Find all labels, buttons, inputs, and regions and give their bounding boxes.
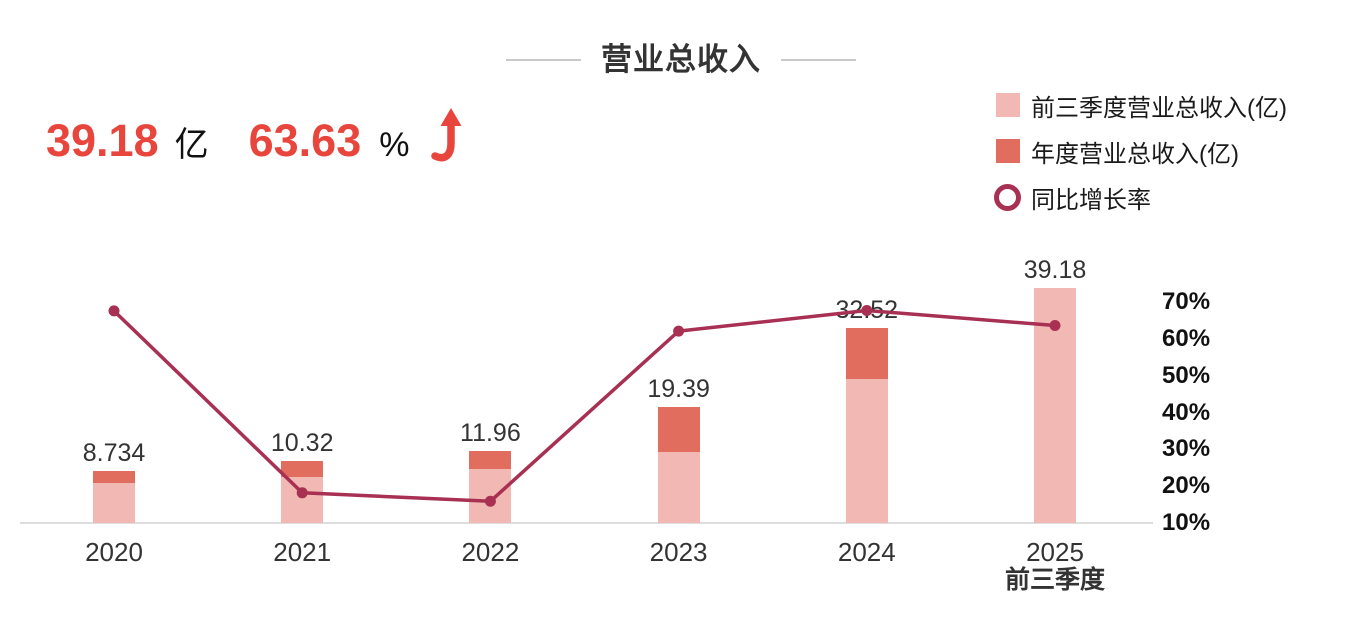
bar-segment-annual: [281, 461, 324, 477]
square-swatch-icon: [995, 93, 1020, 117]
kpi-growth-unit: %: [379, 126, 410, 164]
right-axis-tick: 10%: [1162, 509, 1211, 536]
legend-label: 同比增长率: [1031, 186, 1151, 214]
ring-icon: [994, 183, 1021, 211]
page-title: 营业总收入: [601, 42, 761, 77]
right-axis-tick: 60%: [1162, 324, 1211, 352]
bar-value-label: 10.32: [270, 429, 334, 458]
growth-line: [112, 308, 1056, 504]
x-axis-label: 2024: [837, 537, 896, 567]
bar-segment-annual: [469, 451, 512, 469]
right-axis-tick: 40%: [1162, 398, 1211, 426]
legend-swatch-icon: [994, 92, 1021, 119]
kpi-summary: 39.18 亿 63.63 %: [46, 100, 462, 167]
bar-value-label: 11.96: [460, 419, 521, 448]
legend-label: 前三季度营业总收入(亿): [1031, 94, 1287, 122]
legend-item: 年度营业总收入(亿): [994, 138, 1287, 168]
bar-segment-q3: [657, 452, 700, 523]
x-axis-label: 2020: [85, 537, 143, 567]
chart-header: 营业总收入: [0, 34, 1362, 79]
bar-segment-q3: [93, 482, 135, 523]
title-rule-right: [781, 58, 856, 61]
bar-value-label: 39.18: [1023, 255, 1087, 284]
bar-segment-q3: [281, 476, 324, 523]
x-axis-line: [20, 522, 1153, 524]
bar-segment-annual: [93, 470, 135, 483]
right-axis-tick: 20%: [1162, 472, 1211, 500]
kpi-growth-value: 63.63: [248, 115, 362, 166]
x-axis-label: 2025: [1026, 537, 1084, 567]
x-axis-label: 2022: [461, 537, 520, 567]
legend-label: 年度营业总收入(亿): [1031, 140, 1239, 168]
x-axis-sublabel: 前三季度: [1004, 566, 1105, 594]
legend-swatch-icon: [994, 138, 1021, 165]
growth-line-dot: [108, 305, 120, 317]
right-axis-tick: 70%: [1162, 288, 1211, 316]
right-axis-tick: 30%: [1162, 435, 1211, 463]
title-rule-left: [506, 58, 581, 61]
right-axis-tick: 50%: [1162, 361, 1211, 389]
x-axis-label: 2021: [273, 537, 332, 567]
x-axis-label: 2023: [649, 537, 708, 567]
legend-ring-icon: [994, 183, 1021, 211]
bar-segment-q3: [845, 379, 888, 523]
bar-value-label: 8.734: [82, 438, 146, 467]
up-arrow-icon: [429, 106, 462, 167]
kpi-revenue-unit: 亿: [174, 126, 209, 164]
bar-segment-annual: [657, 406, 700, 453]
legend-item: 同比增长率: [994, 183, 1287, 214]
kpi-revenue-value: 39.18: [46, 115, 159, 166]
legend-item: 前三季度营业总收入(亿): [994, 92, 1287, 122]
square-swatch-icon: [995, 139, 1020, 163]
legend: 前三季度营业总收入(亿) 年度营业总收入(亿) 同比增长率: [994, 92, 1287, 230]
bar-segment-q3: [1034, 287, 1076, 523]
bar-value-label: 32.52: [835, 295, 899, 324]
bar-segment-annual: [845, 327, 888, 379]
bar-segment-q3: [469, 469, 512, 523]
bar-value-label: 19.39: [647, 374, 710, 403]
growth-line-dot: [673, 325, 685, 337]
